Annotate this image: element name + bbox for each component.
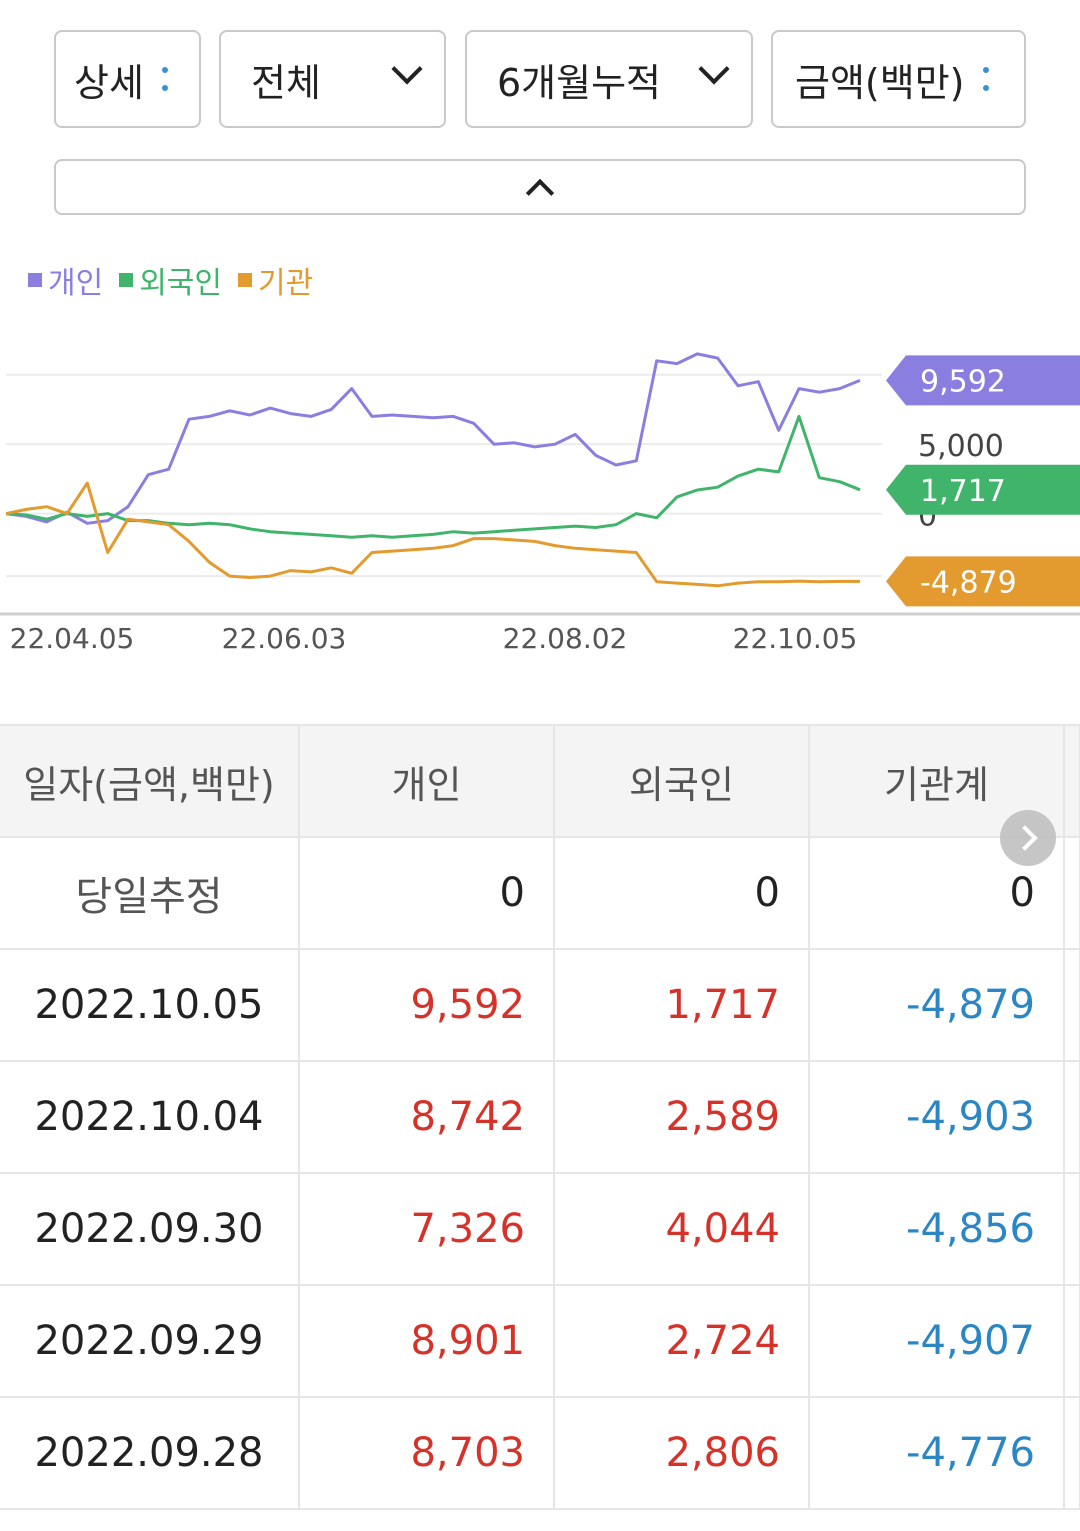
view-select-value: 상세 <box>74 60 144 105</box>
row-spacer <box>1064 1285 1080 1398</box>
view-select[interactable]: 상세 <box>54 30 201 128</box>
table-row[interactable]: 2022.10.04 8,742 2,589 -4,903 <box>0 1061 1080 1174</box>
series-end-tag <box>886 355 1080 406</box>
row-date: 2022.10.05 <box>0 949 300 1062</box>
row-institution: -4,907 <box>809 1285 1065 1398</box>
x-tick-label: 22.08.02 <box>503 622 628 655</box>
select-dots-icon <box>982 67 989 91</box>
legend-item-institution[interactable]: 기관 <box>238 258 313 302</box>
legend-label: 개인 <box>48 266 104 301</box>
row-date: 2022.09.29 <box>0 1285 300 1398</box>
estimate-foreign: 0 <box>554 837 810 950</box>
row-institution: -4,776 <box>809 1397 1065 1510</box>
period-select-value: 6개월누적 <box>497 60 662 105</box>
table-row[interactable]: 2022.09.30 7,326 4,044 -4,856 <box>0 1173 1080 1286</box>
row-spacer <box>1064 1061 1080 1174</box>
row-individual: 8,901 <box>299 1285 555 1398</box>
chevron-down-icon <box>391 53 423 85</box>
x-tick-label: 22.10.05 <box>733 622 858 655</box>
select-dots-icon <box>161 67 168 91</box>
table-row[interactable]: 2022.10.05 9,592 1,717 -4,879 <box>0 949 1080 1062</box>
row-spacer <box>1064 1397 1080 1510</box>
header-spacer <box>1064 724 1080 838</box>
series-end-label: 9,592 <box>920 364 1006 399</box>
chart-legend: 개인 외국인 기관 <box>28 258 313 302</box>
row-foreign: 2,724 <box>554 1285 810 1398</box>
legend-item-foreign[interactable]: 외국인 <box>119 258 222 302</box>
row-individual: 7,326 <box>299 1173 555 1286</box>
collapse-toggle-button[interactable] <box>54 159 1026 215</box>
row-institution: -4,903 <box>809 1061 1065 1174</box>
row-date: 2022.09.28 <box>0 1397 300 1510</box>
row-institution: -4,856 <box>809 1173 1065 1286</box>
row-date: 2022.09.30 <box>0 1173 300 1286</box>
unit-select-value: 금액(백만) <box>795 60 965 105</box>
table-header-row: 일자(금액,백만) 개인 외국인 기관계 <box>0 724 1080 838</box>
row-foreign: 2,589 <box>554 1061 810 1174</box>
unit-select[interactable]: 금액(백만) <box>771 30 1026 128</box>
row-spacer <box>1064 837 1080 950</box>
row-spacer <box>1064 1173 1080 1286</box>
estimate-label: 당일추정 <box>0 837 300 950</box>
period-select[interactable]: 6개월누적 <box>465 30 753 128</box>
y-tick-label: 5,000 <box>918 429 1004 464</box>
table-row-estimate: 당일추정 0 0 0 <box>0 837 1080 950</box>
scope-select[interactable]: 전체 <box>219 30 446 128</box>
legend-label: 기관 <box>258 266 314 301</box>
series-end-tag <box>886 464 1080 515</box>
row-individual: 9,592 <box>299 949 555 1062</box>
legend-swatch <box>28 273 42 287</box>
series-line-기관 <box>5 481 860 588</box>
header-individual[interactable]: 개인 <box>299 724 555 838</box>
row-individual: 8,742 <box>299 1061 555 1174</box>
legend-label: 외국인 <box>139 266 223 301</box>
table-row[interactable]: 2022.09.29 8,901 2,724 -4,907 <box>0 1285 1080 1398</box>
header-date[interactable]: 일자(금액,백만) <box>0 724 300 838</box>
row-foreign: 2,806 <box>554 1397 810 1510</box>
legend-item-individual[interactable]: 개인 <box>28 258 103 302</box>
row-spacer <box>1064 949 1080 1062</box>
row-foreign: 4,044 <box>554 1173 810 1286</box>
row-institution: -4,879 <box>809 949 1065 1062</box>
row-date: 2022.10.04 <box>0 1061 300 1174</box>
header-foreign[interactable]: 외국인 <box>554 724 810 838</box>
chevron-up-icon <box>525 178 555 208</box>
estimate-individual: 0 <box>299 837 555 950</box>
x-tick-label: 22.04.05 <box>10 622 135 655</box>
scroll-right-button[interactable] <box>1000 810 1056 866</box>
legend-swatch <box>238 273 253 287</box>
series-line-개인 <box>5 352 861 525</box>
scope-select-value: 전체 <box>251 60 321 105</box>
row-foreign: 1,717 <box>554 949 810 1062</box>
series-end-tag <box>886 556 1080 607</box>
row-individual: 8,703 <box>299 1397 555 1510</box>
series-end-label: 1,717 <box>920 474 1006 509</box>
chevron-down-icon <box>698 53 730 85</box>
series-end-label: -4,879 <box>920 565 1017 600</box>
table-row[interactable]: 2022.09.28 8,703 2,806 -4,776 <box>0 1397 1080 1510</box>
legend-swatch <box>119 273 134 287</box>
investor-table: 일자(금액,백만) 개인 외국인 기관계 당일추정 0 0 0 2022.10.… <box>0 724 1080 1510</box>
x-tick-label: 22.06.03 <box>222 622 347 655</box>
